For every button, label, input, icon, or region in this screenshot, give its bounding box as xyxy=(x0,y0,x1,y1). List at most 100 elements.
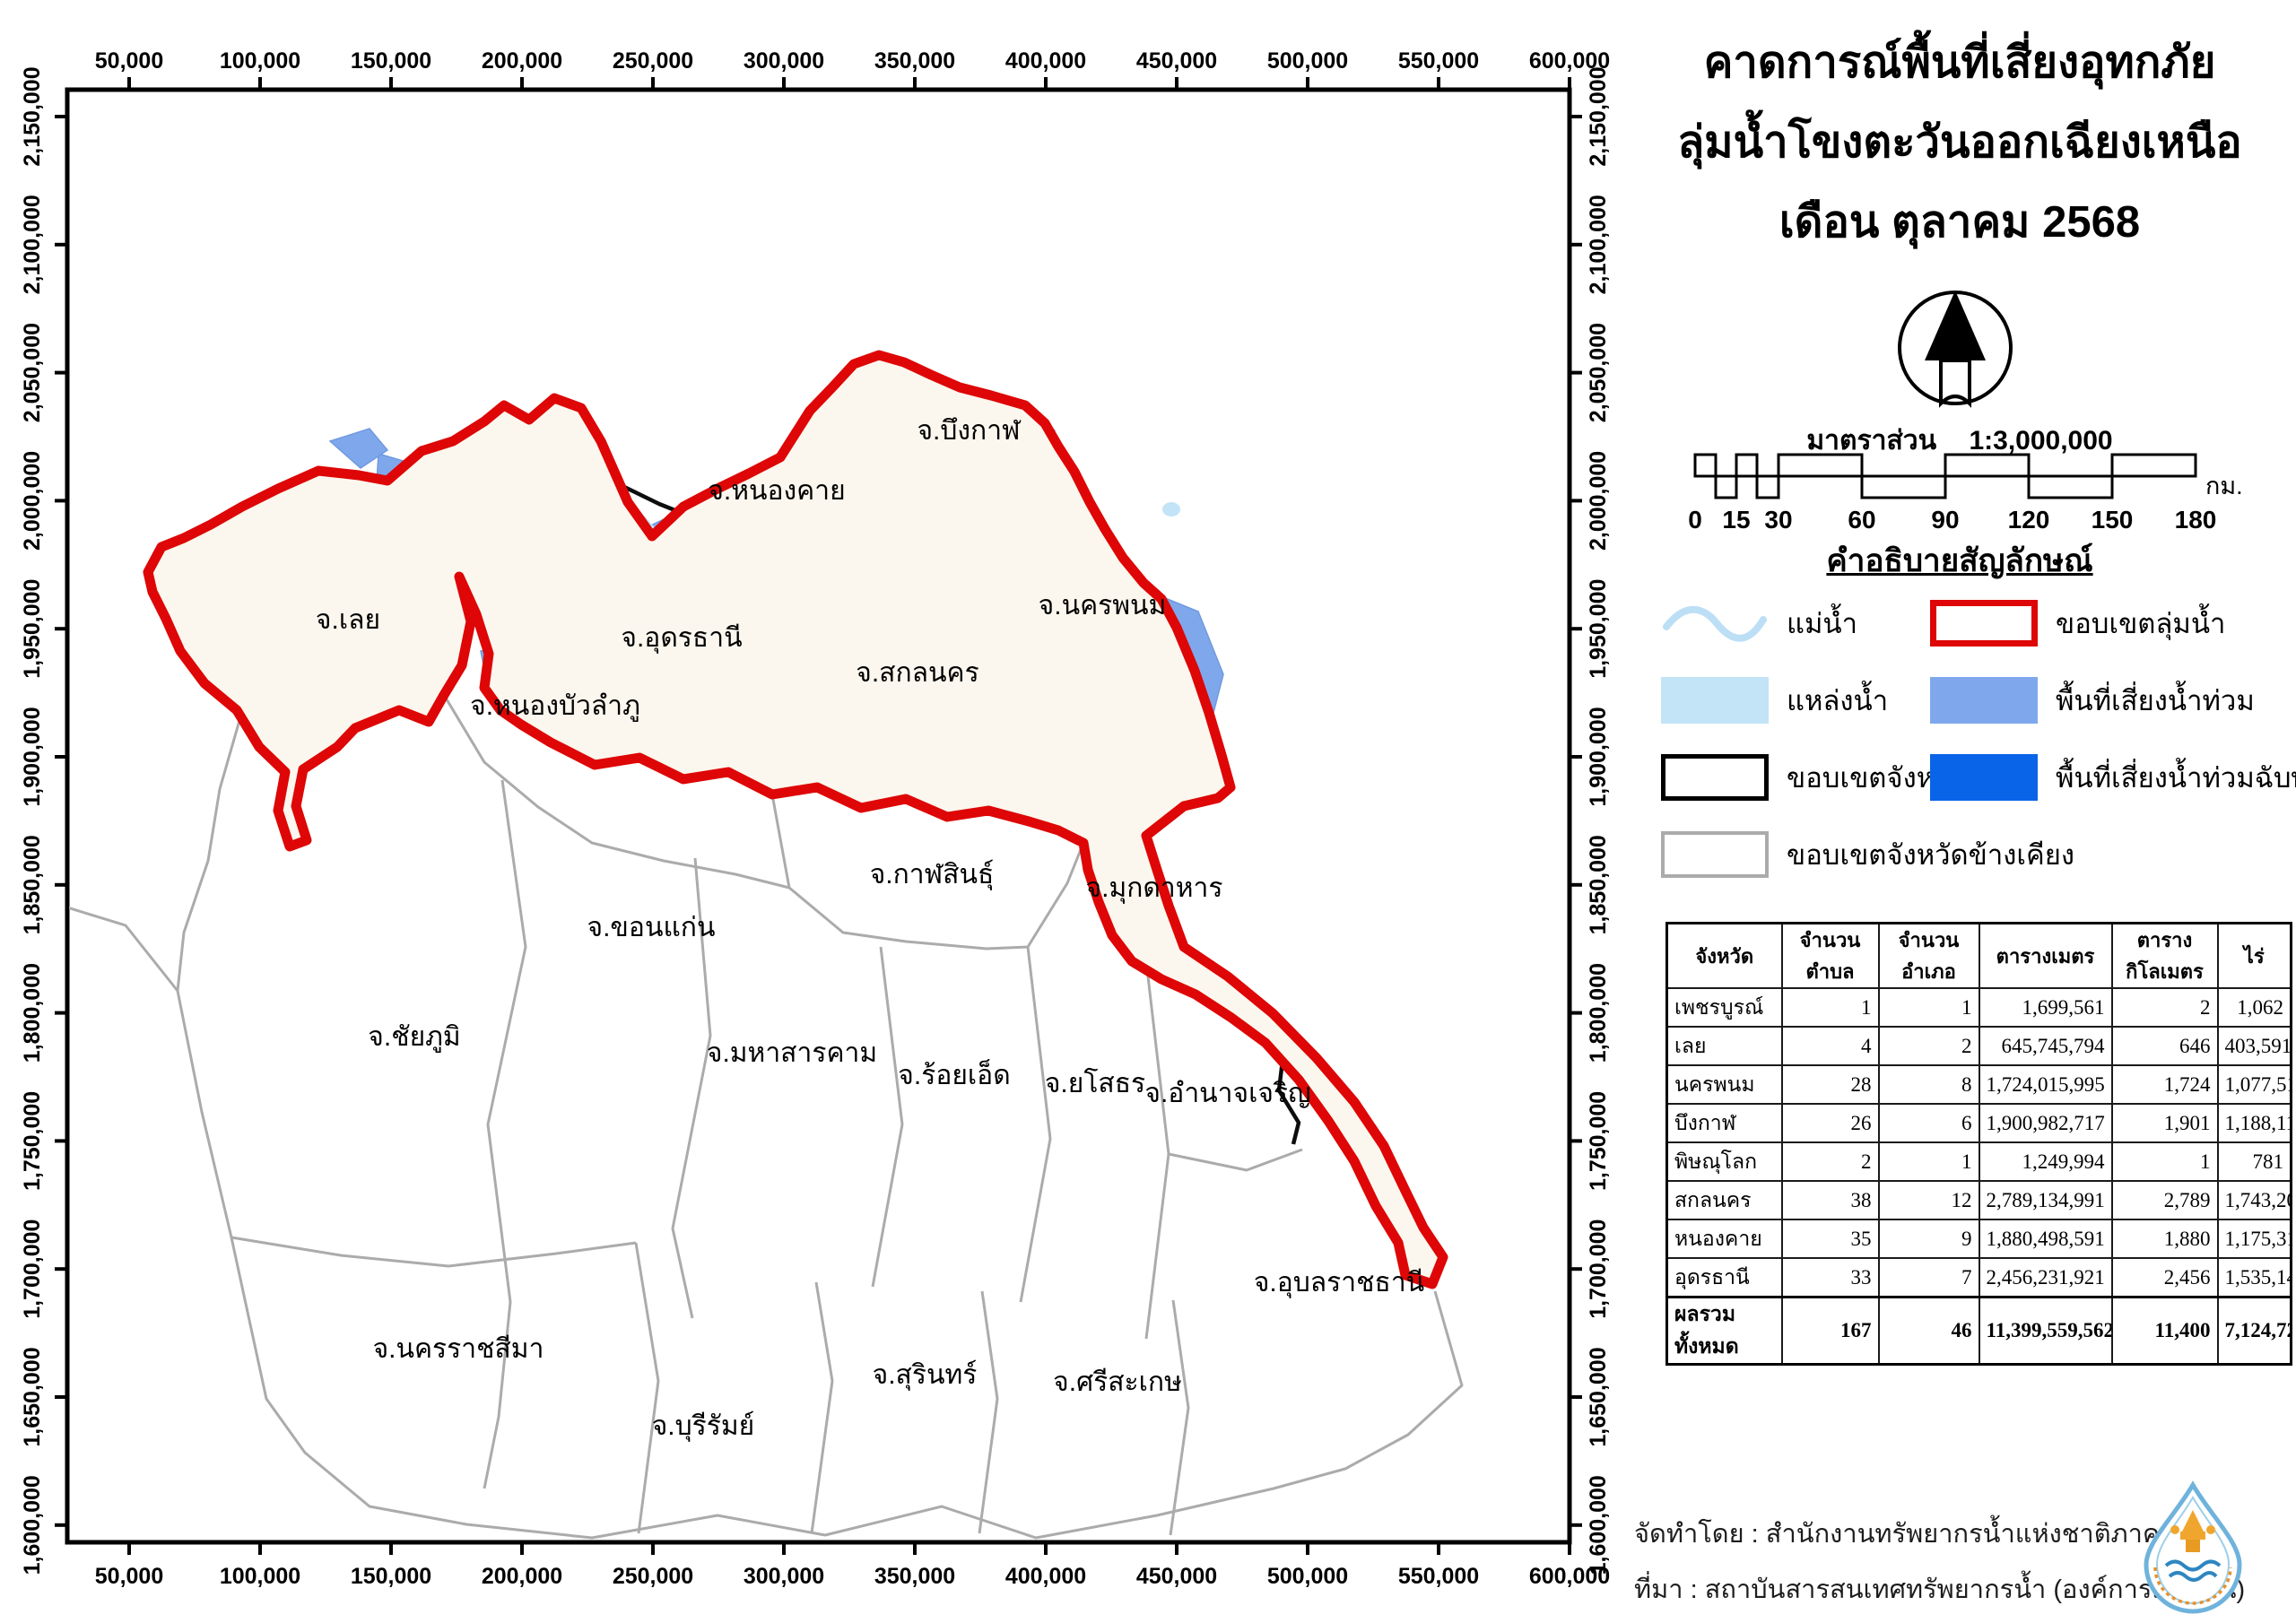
table-cell: 645,745,794 xyxy=(1978,1026,2113,1066)
province-label: จ.ยโสธร xyxy=(1045,1067,1145,1098)
scale-tick-label: 15 xyxy=(1722,506,1750,534)
legend-label: แหล่งน้ำ xyxy=(1787,685,1889,716)
y-axis-label: 1,600,000 xyxy=(20,1475,45,1575)
province-labels: จ.เลย จ.หนองคาย จ.บึงกาฬจ.อุดรธานีจ.สกลนคร… xyxy=(316,416,1424,1443)
x-axis-label: 100,000 xyxy=(220,48,300,74)
table-cell: 4 xyxy=(1780,1026,1880,1066)
info-panel: คาดการณ์พื้นที่เสี่ยงอุทกภัย ลุ่มน้ำโขงต… xyxy=(1623,0,2296,1623)
legend-item-flash-flood-risk: พื้นที่เสี่ยงน้ำท่วมฉับพลัน xyxy=(1930,754,2296,801)
legend-label: ขอบเขตจังหวัดข้างเคียง xyxy=(1787,839,2075,871)
table-cell: 11,400 xyxy=(2110,1296,2219,1366)
province-label: จ.บุรีรัมย์ xyxy=(652,1410,755,1443)
table-cell: 1,901 xyxy=(2110,1103,2219,1143)
y-axis-label: 1,900,000 xyxy=(1586,707,1611,806)
table-cell: 7 xyxy=(1877,1257,1980,1298)
y-axis-label: 2,150,000 xyxy=(20,66,45,166)
table-cell: 2,789,134,991 xyxy=(1978,1180,2113,1220)
table-row: เพชรบูรณ์ 1 1 1,699,561 2 1,062 xyxy=(1665,987,2292,1028)
table-cell: 1,743,209 xyxy=(2216,1180,2292,1220)
table-cell: 1 xyxy=(1780,987,1880,1028)
y-axis-label: 2,100,000 xyxy=(1586,195,1611,294)
legend-item-province-boundary: ขอบเขตจังหวัด xyxy=(1661,754,1969,801)
x-axis-label: 350,000 xyxy=(874,1564,955,1589)
y-axis-label: 1,650,000 xyxy=(1586,1347,1611,1446)
x-axis-label: 500,000 xyxy=(1267,48,1348,74)
table-cell: 2,456 xyxy=(2110,1257,2219,1298)
table-cell: 46 xyxy=(1877,1296,1980,1366)
table-cell: 33 xyxy=(1780,1257,1880,1298)
province-label: จ.มุกดาหาร xyxy=(1086,873,1223,905)
province-boundary-swatch-icon xyxy=(1661,754,1769,801)
x-axis-label: 400,000 xyxy=(1005,1564,1086,1589)
table-cell: พิษณุโลก xyxy=(1665,1141,1783,1182)
y-axis-label: 2,000,000 xyxy=(20,451,45,551)
y-axis-label: 2,050,000 xyxy=(1586,323,1611,422)
province-label: จ.อุบลราชธานี xyxy=(1254,1268,1424,1299)
y-axis-label: 1,900,000 xyxy=(20,707,45,806)
credit-producer: จัดทำโดย : สำนักงานทรัพยากรน้ำแห่งชาติภา… xyxy=(1634,1520,2182,1549)
province-label: จ.กาฬสินธุ์ xyxy=(870,859,995,891)
table-cell: 1,535,145 xyxy=(2216,1257,2292,1298)
x-axis-label: 300,000 xyxy=(744,48,824,74)
credits: จัดทำโดย : สำนักงานทรัพยากรน้ำแห่งชาติภา… xyxy=(1634,1506,2245,1618)
x-axis-label: 150,000 xyxy=(351,1564,431,1589)
table-cell: 1,900,982,717 xyxy=(1978,1103,2113,1143)
scale-bar: 0 15 30 60 90 120 150 180 กม. xyxy=(1688,453,2243,534)
scale-tick-label: 0 xyxy=(1688,506,1702,534)
x-axis-label: 250,000 xyxy=(613,1564,693,1589)
legend: แม่น้ำ ขอบเขตลุ่มน้ำแหล่งน้ำพื้นที่เสี่ยง… xyxy=(1623,585,2296,893)
y-axis-label: 2,000,000 xyxy=(1586,451,1611,551)
province-label: จ.ศรีสะเกษ xyxy=(1053,1367,1182,1397)
legend-item-adjacent-province-boundary: ขอบเขตจังหวัดข้างเคียง xyxy=(1661,831,2074,878)
table-header: ตารางกิโลเมตร xyxy=(2110,922,2219,989)
table-cell: 1,724,015,995 xyxy=(1978,1064,2113,1105)
table-cell: บึงกาฬ xyxy=(1665,1103,1783,1143)
map-canvas: 50,000 50,000 100,000 100,000 150,000 150,000… xyxy=(20,48,1611,1589)
legend-item-water-body: แหล่งน้ำ xyxy=(1661,677,1930,724)
scale-tick-label: 120 xyxy=(2008,506,2050,534)
table-cell: 781 xyxy=(2216,1141,2292,1182)
y-axis-label: 1,650,000 xyxy=(20,1347,45,1446)
table-cell: 167 xyxy=(1780,1296,1880,1366)
table-cell: 11,399,559,562 xyxy=(1978,1296,2113,1366)
water-body-swatch-icon xyxy=(1661,677,1769,724)
scale-tick-label: 150 xyxy=(2092,506,2134,534)
province-label: จ.อุดรธานี xyxy=(621,623,742,655)
table-cell: 403,591 xyxy=(2216,1026,2292,1066)
province-label: จ.ชัยภูมิ xyxy=(368,1022,460,1053)
table-cell: 6 xyxy=(1877,1103,1980,1143)
scale-text: มาตราส่วน 1:3,000,000 xyxy=(1623,420,2296,462)
province-label: จ.อำนาจเจริญ xyxy=(1144,1079,1310,1108)
legend-label: ขอบเขตลุ่มน้ำ xyxy=(2056,608,2226,639)
table-cell: 2,789 xyxy=(2110,1180,2219,1220)
credit-source: ที่มา : สถาบันสารสนเทศทรัพยากรน้ำ (องค์ก… xyxy=(1634,1575,2246,1604)
legend-label: แม่น้ำ xyxy=(1787,608,1858,639)
table-cell: 1 xyxy=(2110,1141,2219,1182)
table-cell: 1,175,312 xyxy=(2216,1219,2292,1259)
table-cell: 1,188,114 xyxy=(2216,1103,2292,1143)
scale-word: มาตราส่วน xyxy=(1806,426,1937,456)
basin-boundary-swatch-icon xyxy=(1930,600,2038,647)
x-axis-label: 450,000 xyxy=(1136,48,1217,74)
scale-tick-label: 180 xyxy=(2175,506,2217,534)
x-axis-label: 100,000 xyxy=(220,1564,300,1589)
scale-tick-label: 90 xyxy=(1931,506,1959,534)
table-cell: 1,077,510 xyxy=(2216,1064,2292,1105)
table-cell: เลย xyxy=(1665,1026,1783,1066)
axis-ticks: 50,000 50,000 100,000 100,000 150,000 150,000… xyxy=(20,48,1611,1589)
table-header: จำนวนอำเภอ xyxy=(1877,922,1980,989)
scale-tick-label: 30 xyxy=(1764,506,1792,534)
y-axis-label: 1,750,000 xyxy=(1586,1091,1611,1191)
x-axis-label: 600,000 xyxy=(1529,1564,1610,1589)
x-axis-label: 450,000 xyxy=(1136,1564,1217,1589)
map-title-line3: เดือน ตุลาคม 2568 xyxy=(1779,198,2141,247)
x-axis-label: 300,000 xyxy=(744,1564,824,1589)
province-label: จ.นครพนม xyxy=(1039,591,1167,621)
table-cell: สกลนคร xyxy=(1665,1180,1783,1220)
y-axis-label: 1,850,000 xyxy=(1586,835,1611,934)
river-swatch-icon xyxy=(1661,600,1769,647)
